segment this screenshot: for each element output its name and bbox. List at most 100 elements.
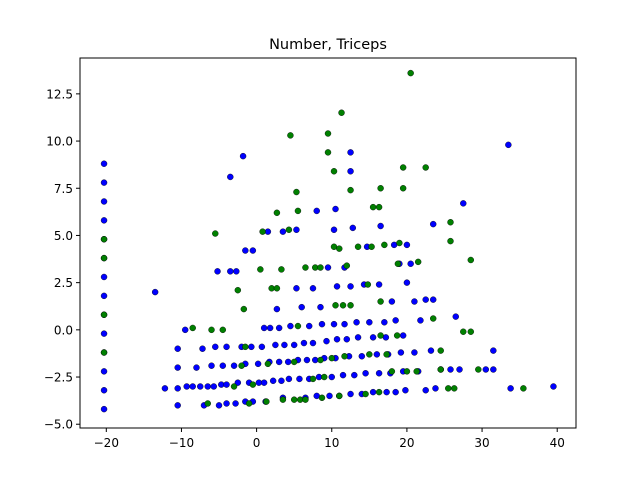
point-series-1-76	[413, 368, 420, 375]
point-series-1-40	[321, 373, 328, 381]
point-series-1-77	[414, 258, 422, 266]
point-series-0-71	[284, 358, 292, 366]
point-series-0-27	[204, 383, 211, 390]
point-series-0-143	[402, 387, 409, 394]
point-series-0-114	[349, 224, 356, 232]
point-series-1-81	[437, 366, 444, 373]
point-series-1-86	[460, 328, 467, 335]
x-axis: −20 −10 0 10 20 30 40	[94, 428, 565, 450]
point-series-0-113	[347, 390, 354, 398]
point-series-0-61	[266, 324, 274, 332]
point-series-1-16	[257, 266, 264, 273]
point-series-1-37	[317, 264, 324, 271]
point-series-1-71	[396, 239, 403, 247]
point-series-1-54	[347, 302, 354, 309]
y-tick-label: 5.0	[54, 229, 73, 243]
point-series-0-117	[354, 334, 362, 341]
point-series-0-82	[303, 356, 311, 364]
point-series-1-88	[467, 256, 474, 264]
point-series-0-30	[212, 343, 219, 351]
point-series-1-56	[362, 390, 369, 398]
point-series-0-128	[375, 370, 383, 377]
point-series-0-3	[100, 217, 108, 224]
point-series-0-22	[189, 383, 196, 390]
point-series-1-25	[285, 226, 293, 233]
point-series-0-13	[100, 405, 108, 413]
point-series-1-78	[422, 164, 429, 171]
point-series-1-2	[100, 311, 108, 318]
point-series-1-68	[388, 368, 396, 375]
point-series-0-74	[290, 341, 298, 349]
point-series-0-144	[403, 279, 411, 286]
point-series-1-65	[377, 332, 384, 339]
point-series-0-97	[328, 373, 335, 381]
point-series-0-75	[293, 285, 300, 292]
point-series-0-107	[341, 320, 348, 328]
point-series-1-12	[240, 305, 248, 313]
point-series-0-72	[285, 375, 293, 383]
point-series-0-14	[151, 288, 159, 296]
point-series-1-90	[520, 385, 527, 392]
point-series-1-47	[336, 245, 343, 252]
points-layer	[100, 69, 557, 413]
point-series-1-11	[238, 362, 245, 369]
point-series-0-23	[193, 364, 200, 371]
point-series-0-151	[422, 387, 429, 394]
point-series-1-62	[375, 388, 383, 396]
point-series-0-76	[293, 226, 300, 233]
point-series-0-111	[347, 149, 354, 156]
x-tick-label: 20	[399, 436, 414, 450]
point-series-1-15	[249, 381, 257, 388]
point-series-0-125	[369, 388, 377, 396]
point-series-0-94	[323, 337, 330, 345]
point-series-0-91	[317, 303, 324, 311]
point-series-1-74	[403, 368, 411, 375]
point-series-1-73	[399, 185, 407, 192]
point-series-0-118	[358, 353, 366, 360]
point-series-0-132	[383, 388, 390, 396]
point-series-1-84	[447, 237, 454, 245]
point-series-1-82	[445, 385, 452, 392]
point-series-0-150	[417, 317, 424, 324]
point-series-0-15	[161, 385, 169, 392]
point-series-0-79	[298, 303, 305, 311]
point-series-1-75	[407, 69, 414, 77]
point-series-1-51	[341, 353, 348, 360]
point-series-1-59	[368, 243, 375, 250]
point-series-0-164	[490, 366, 497, 373]
point-series-1-52	[343, 262, 350, 269]
point-series-1-38	[317, 356, 324, 364]
point-series-0-100	[332, 205, 339, 213]
point-series-0-63	[272, 341, 279, 349]
point-series-1-64	[377, 298, 384, 305]
point-series-0-99	[330, 320, 338, 328]
point-series-0-48	[242, 247, 249, 254]
point-series-0-6	[100, 273, 108, 281]
point-series-1-61	[375, 203, 383, 211]
point-series-1-46	[332, 302, 339, 309]
point-series-1-34	[302, 396, 309, 403]
point-series-1-7	[212, 230, 219, 237]
point-series-1-63	[377, 185, 384, 192]
point-series-0-95	[324, 264, 332, 271]
point-series-1-1	[100, 254, 108, 262]
point-series-0-39	[227, 173, 234, 181]
point-series-1-35	[309, 375, 317, 383]
point-series-1-58	[366, 351, 373, 358]
point-series-0-0	[100, 160, 108, 167]
point-series-0-24	[197, 383, 204, 390]
point-series-0-166	[507, 385, 514, 392]
point-series-0-67	[278, 377, 285, 385]
y-tick-label: 7.5	[54, 182, 73, 196]
point-series-1-13	[242, 343, 249, 351]
point-series-1-55	[354, 243, 362, 250]
point-series-0-135	[388, 298, 396, 305]
point-series-1-5	[204, 400, 211, 407]
y-tick-label: −2.5	[44, 371, 73, 385]
point-series-1-29	[293, 188, 300, 196]
point-series-1-41	[324, 130, 332, 137]
x-tick-label: 40	[550, 436, 565, 450]
point-series-1-27	[290, 396, 298, 403]
